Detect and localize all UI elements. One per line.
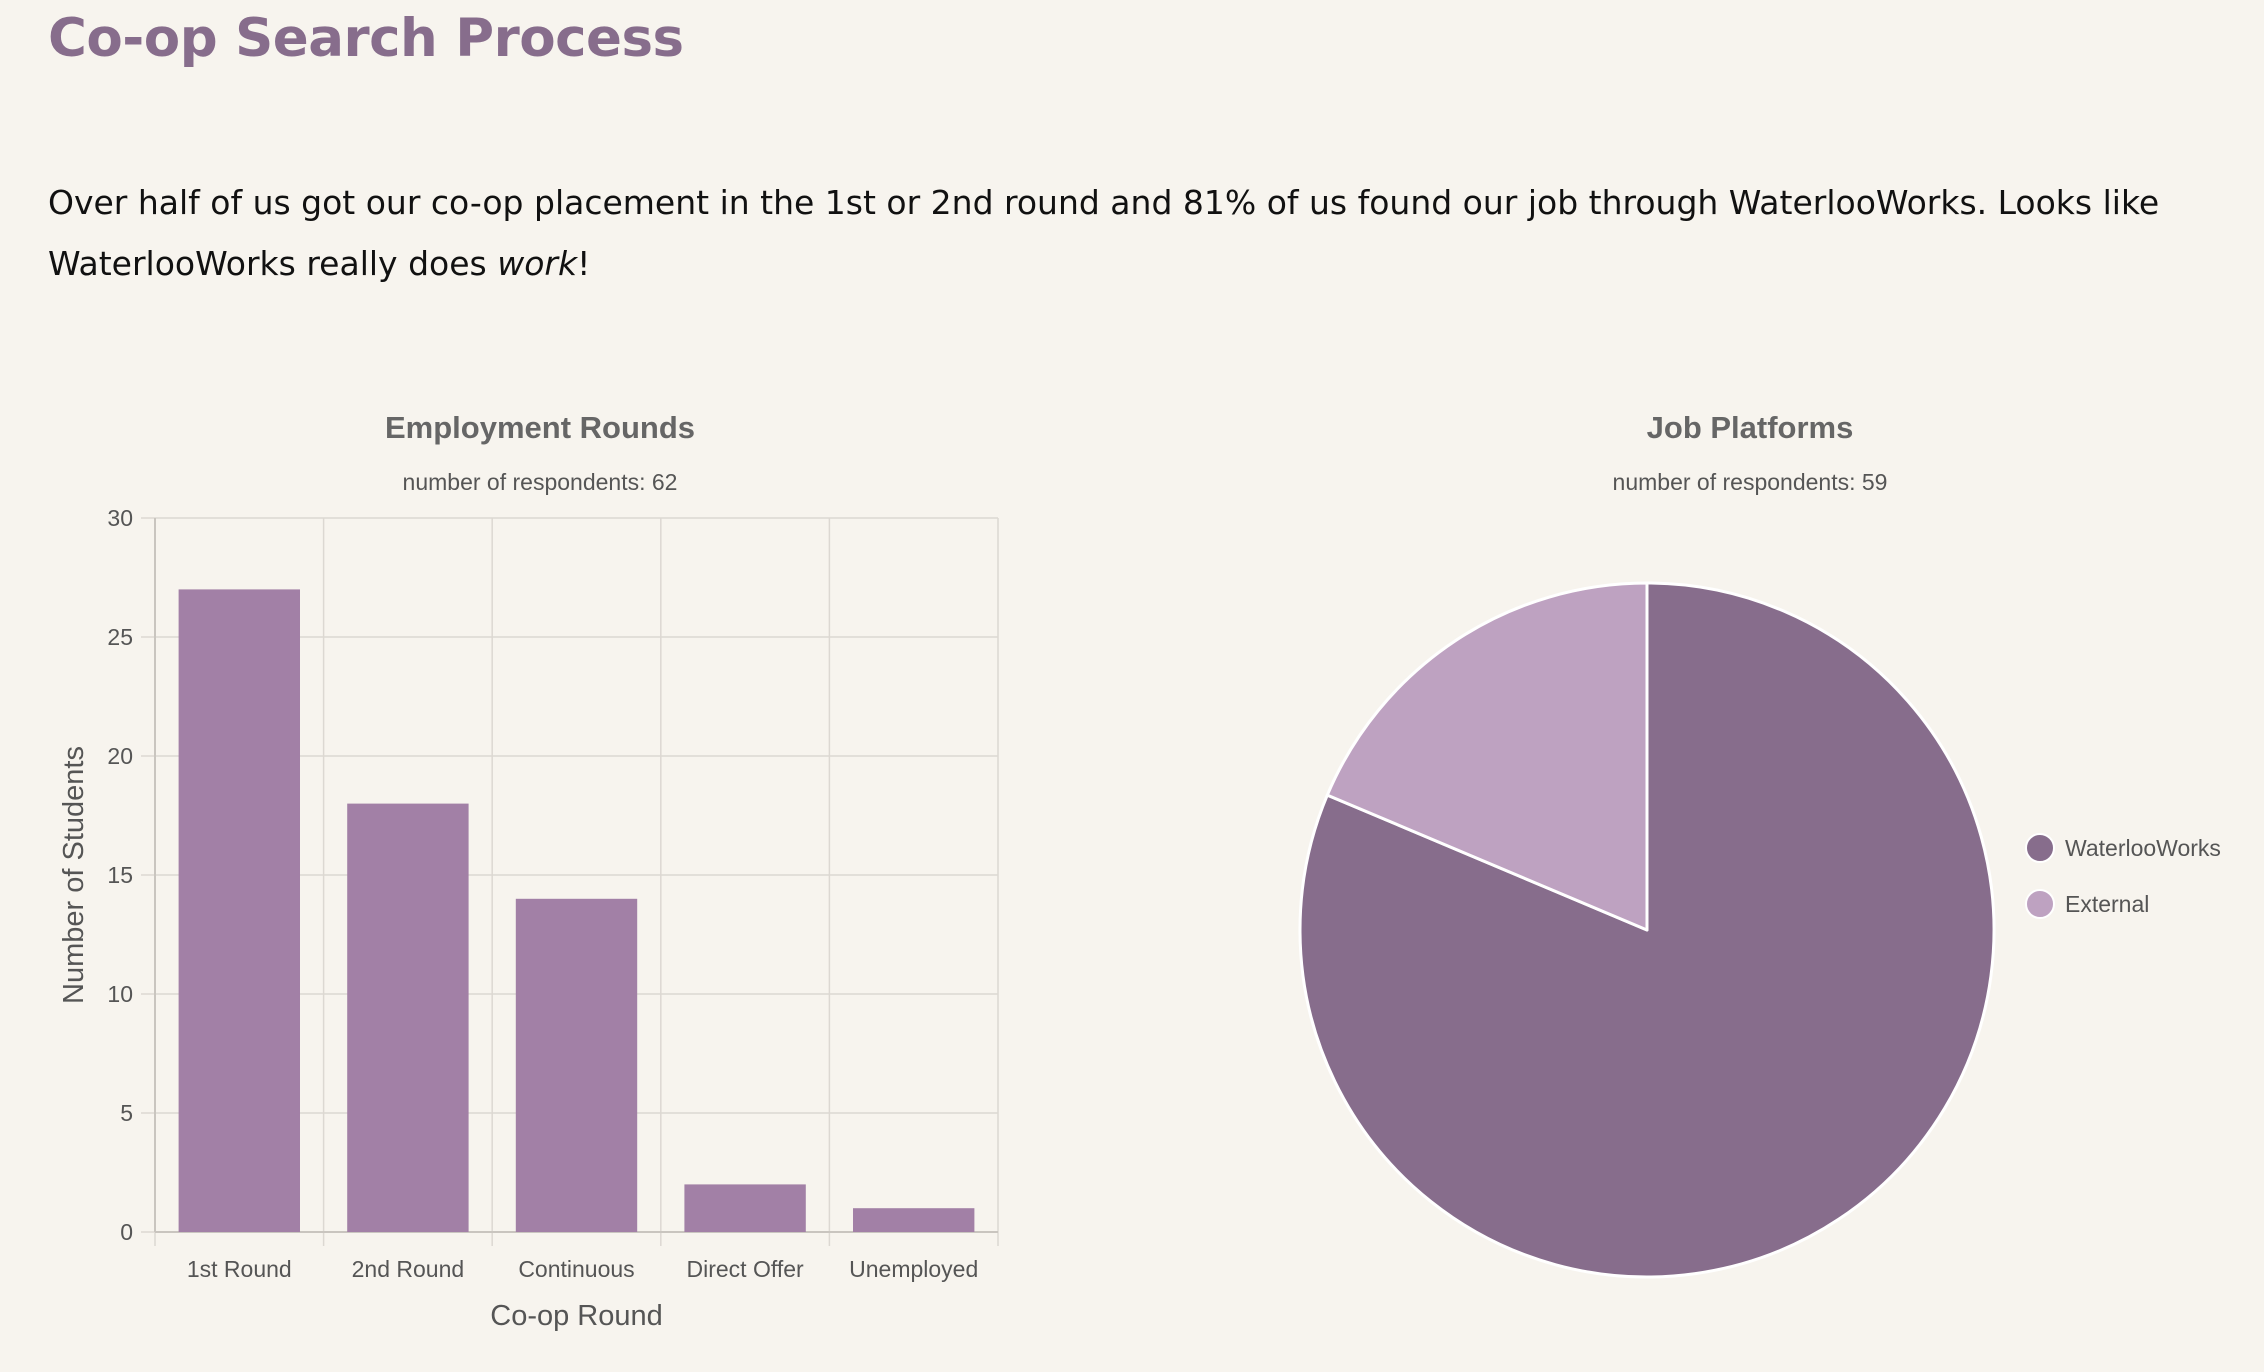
y-tick-label: 25 <box>107 624 133 650</box>
bar <box>515 898 638 1232</box>
employment-rounds-chart: Employment Rounds number of respondents:… <box>40 400 1040 1360</box>
x-axis-title: Co-op Round <box>490 1300 663 1332</box>
y-tick-label: 0 <box>120 1219 133 1245</box>
legend-label: External <box>2065 890 2150 917</box>
job-platforms-chart: Job Platforms number of respondents: 59 … <box>1250 400 2250 1360</box>
intro-text-end: ! <box>577 244 591 283</box>
intro-text: Over half of us got our co-op placement … <box>48 183 2160 283</box>
legend-label: WaterlooWorks <box>2065 834 2221 861</box>
pie-legend: WaterlooWorks External <box>2025 820 2221 932</box>
bar <box>684 1184 806 1232</box>
x-tick-label: Continuous <box>518 1256 634 1282</box>
x-tick-label: Unemployed <box>849 1256 978 1282</box>
intro-emphasis: work <box>497 244 578 283</box>
bar <box>347 803 469 1232</box>
chart-subtitle: number of respondents: 59 <box>1612 469 1888 495</box>
chart-title: Job Platforms <box>1646 410 1854 445</box>
pie-slice <box>1325 581 1649 932</box>
chart-title: Employment Rounds <box>384 410 695 445</box>
bar <box>853 1208 975 1232</box>
x-tick-label: 1st Round <box>187 1256 292 1282</box>
y-tick-label: 5 <box>120 1100 133 1126</box>
pie-chart-svg <box>1298 581 1996 1279</box>
x-tick-label: Direct Offer <box>687 1256 804 1282</box>
bar-chart-svg: 0 5 10 15 20 25 30 1st Round 2nd Round Continuous… <box>58 505 999 1332</box>
page-title: Co-op Search Process <box>48 8 684 69</box>
chart-subtitle: number of respondents: 62 <box>402 469 678 495</box>
pie-slice <box>1298 581 1996 1279</box>
y-tick-label: 10 <box>107 981 133 1007</box>
y-axis-title: Number of Students <box>58 746 90 1004</box>
y-tick-label: 30 <box>107 505 133 531</box>
x-tick-label: 2nd Round <box>352 1256 465 1282</box>
bar <box>178 589 300 1232</box>
intro-paragraph: Over half of us got our co-op placement … <box>48 172 2238 294</box>
y-tick-label: 15 <box>107 862 133 888</box>
y-tick-label: 20 <box>107 743 133 769</box>
legend-swatch <box>2025 833 2055 863</box>
legend-item[interactable]: External <box>2025 876 2221 932</box>
legend-swatch <box>2025 889 2055 919</box>
legend-item[interactable]: WaterlooWorks <box>2025 820 2221 876</box>
